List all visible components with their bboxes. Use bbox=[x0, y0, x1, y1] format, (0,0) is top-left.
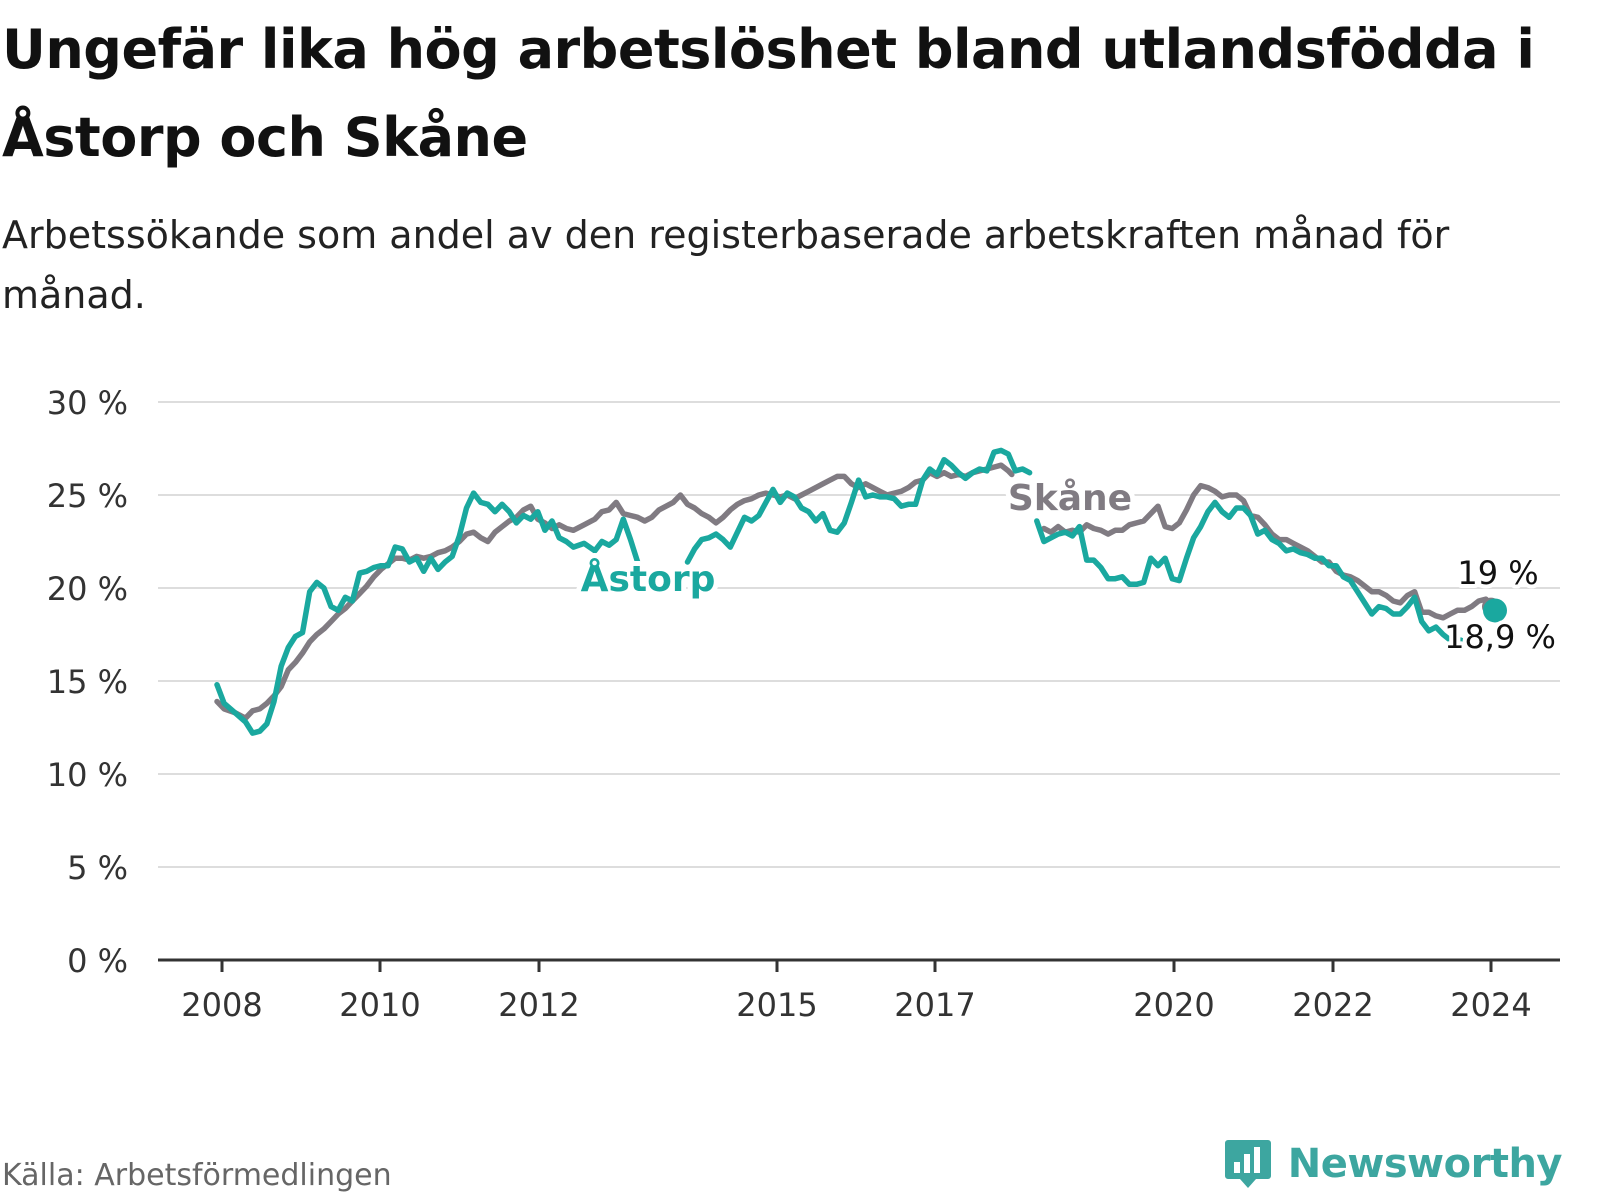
brand-name: Newsworthy bbox=[1287, 1141, 1563, 1187]
series-label-skane: Skåne bbox=[1008, 478, 1132, 519]
end-label-skane: 19 % bbox=[1457, 554, 1538, 592]
newsworthy-logo-icon bbox=[1224, 1140, 1271, 1188]
y-tick-label: 25 % bbox=[47, 477, 128, 515]
series-line-astorp bbox=[214, 447, 1464, 736]
x-axis: 2008 2010 2012 2015 2017 2020 2022 2024 bbox=[158, 958, 1560, 1024]
y-tick-label: 30 % bbox=[47, 384, 128, 422]
series-lines bbox=[214, 447, 1507, 736]
brand-logo: Newsworthy bbox=[1224, 1138, 1563, 1190]
series-labels: Åstorp Skåne 19 % 18,9 % bbox=[576, 473, 1560, 660]
source-note: Källa: Arbetsförmedlingen bbox=[2, 1158, 392, 1193]
x-tick-label: 2017 bbox=[894, 986, 975, 1024]
y-tick-label: 0 % bbox=[67, 942, 128, 980]
y-axis-tick-labels: 0 % 5 % 10 % 15 % 20 % 25 % 30 % bbox=[47, 384, 128, 980]
y-tick-label: 15 % bbox=[47, 663, 128, 701]
series-label-astorp: Åstorp bbox=[581, 558, 716, 600]
x-tick-label: 2020 bbox=[1133, 986, 1214, 1024]
x-tick-label: 2010 bbox=[339, 986, 420, 1024]
chart-title: Ungefär lika hög arbetslöshet bland utla… bbox=[2, 18, 1535, 169]
x-tick-label: 2012 bbox=[498, 986, 579, 1024]
x-tick-label: 2024 bbox=[1450, 986, 1531, 1024]
line-chart: 0 %5 %10 %15 %20 %25 %30 % 2008 2010 2012 2… bbox=[47, 384, 1560, 1024]
chart-subtitle: Arbetssökande som andel av den registerb… bbox=[2, 213, 1450, 317]
x-tick-label: 2022 bbox=[1292, 986, 1373, 1024]
x-tick-label: 2015 bbox=[736, 986, 817, 1024]
y-tick-label: 10 % bbox=[47, 756, 128, 794]
end-point-astorp bbox=[1483, 598, 1507, 623]
gridlines bbox=[158, 401, 1560, 868]
y-tick-label: 20 % bbox=[47, 570, 128, 608]
x-tick-label: 2008 bbox=[181, 986, 262, 1024]
end-label-astorp: 18,9 % bbox=[1444, 618, 1556, 656]
y-tick-label: 5 % bbox=[67, 849, 128, 887]
